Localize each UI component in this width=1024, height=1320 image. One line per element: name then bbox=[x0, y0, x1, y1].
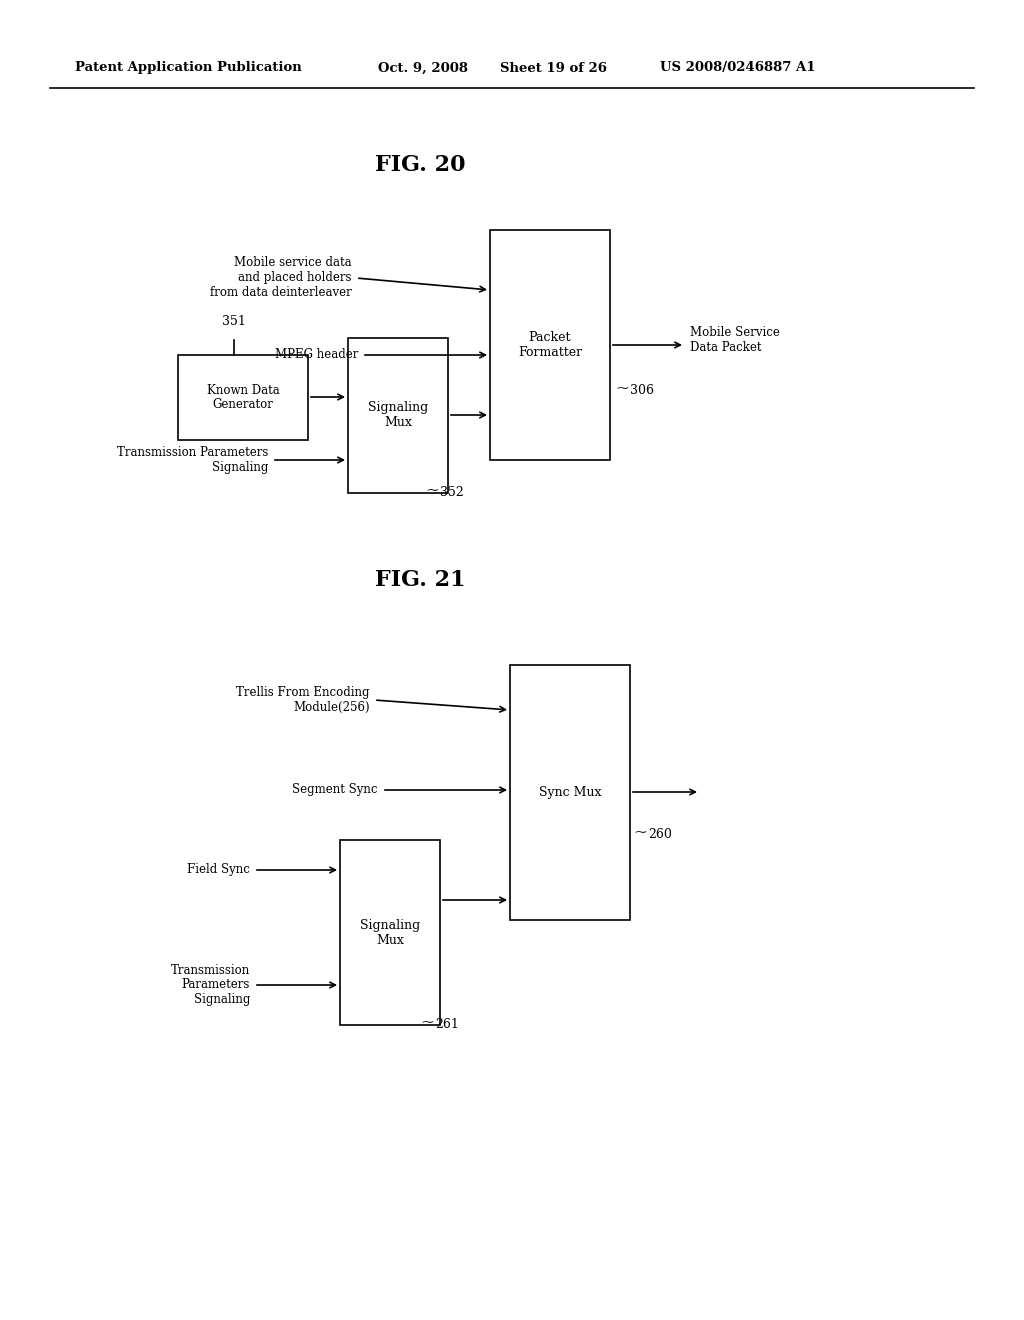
Text: ~: ~ bbox=[425, 482, 439, 499]
Bar bbox=[340, 840, 440, 1026]
Text: Sync Mux: Sync Mux bbox=[539, 785, 601, 799]
Text: US 2008/0246887 A1: US 2008/0246887 A1 bbox=[660, 62, 815, 74]
Text: FIG. 20: FIG. 20 bbox=[375, 154, 465, 176]
Text: 351: 351 bbox=[222, 315, 246, 327]
Text: 260: 260 bbox=[648, 829, 672, 842]
Text: Known Data
Generator: Known Data Generator bbox=[207, 384, 280, 412]
Text: FIG. 21: FIG. 21 bbox=[375, 569, 465, 591]
Bar bbox=[348, 338, 449, 492]
Text: Sheet 19 of 26: Sheet 19 of 26 bbox=[500, 62, 607, 74]
Text: Segment Sync: Segment Sync bbox=[293, 784, 378, 796]
Text: Mobile service data
and placed holders
from data deinterleaver: Mobile service data and placed holders f… bbox=[210, 256, 352, 300]
Text: Patent Application Publication: Patent Application Publication bbox=[75, 62, 302, 74]
Text: 306: 306 bbox=[630, 384, 654, 396]
Text: Transmission
Parameters
Signaling: Transmission Parameters Signaling bbox=[171, 964, 250, 1006]
Text: Transmission Parameters
Signaling: Transmission Parameters Signaling bbox=[117, 446, 268, 474]
Text: 352: 352 bbox=[440, 486, 464, 499]
Text: Signaling
Mux: Signaling Mux bbox=[359, 919, 420, 946]
Text: ~: ~ bbox=[633, 824, 647, 841]
Text: 261: 261 bbox=[435, 1019, 459, 1031]
Bar bbox=[490, 230, 610, 459]
Text: Trellis From Encoding
Module(256): Trellis From Encoding Module(256) bbox=[237, 686, 370, 714]
Text: ~: ~ bbox=[420, 1014, 434, 1031]
Text: Signaling
Mux: Signaling Mux bbox=[368, 401, 428, 429]
Text: Mobile Service
Data Packet: Mobile Service Data Packet bbox=[690, 326, 780, 354]
Text: Oct. 9, 2008: Oct. 9, 2008 bbox=[378, 62, 468, 74]
Text: MPEG header: MPEG header bbox=[274, 348, 358, 362]
Bar bbox=[178, 355, 308, 440]
Text: Packet
Formatter: Packet Formatter bbox=[518, 331, 582, 359]
Bar bbox=[510, 665, 630, 920]
Text: Field Sync: Field Sync bbox=[187, 863, 250, 876]
Text: ~: ~ bbox=[615, 380, 629, 396]
